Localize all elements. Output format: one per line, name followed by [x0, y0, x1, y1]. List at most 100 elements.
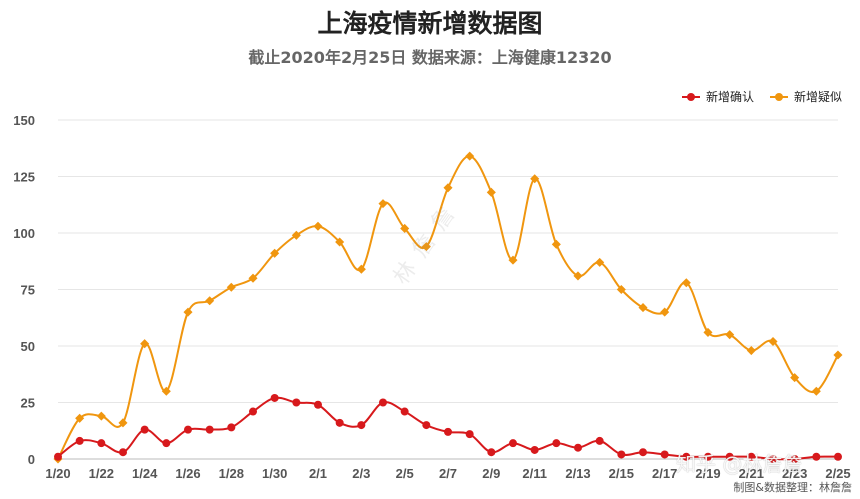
- point-suspected-2/1[interactable]: [313, 221, 323, 231]
- brand-watermark: 知乎 @林詹詹: [676, 452, 803, 476]
- point-confirmed-2/9[interactable]: [487, 448, 496, 457]
- x-tick-label: 2/15: [609, 466, 634, 481]
- point-confirmed-1/21[interactable]: [75, 436, 84, 445]
- y-tick-label: 100: [13, 226, 35, 241]
- point-suspected-2/19[interactable]: [703, 327, 713, 337]
- x-tick-label: 2/5: [396, 466, 414, 481]
- point-confirmed-1/23[interactable]: [119, 448, 127, 457]
- point-confirmed-2/14[interactable]: [595, 436, 604, 445]
- x-tick-label: 1/26: [175, 466, 200, 481]
- legend-swatch-suspected: [769, 92, 788, 102]
- x-tick-label: 2/3: [352, 466, 370, 481]
- grid-layer: [58, 119, 838, 460]
- x-tick-label: 2/21: [739, 466, 764, 481]
- x-tick-label: 1/22: [89, 466, 114, 481]
- point-confirmed-2/24[interactable]: [812, 452, 821, 461]
- point-confirmed-1/29[interactable]: [249, 407, 257, 416]
- point-confirmed-2/18[interactable]: [682, 452, 691, 461]
- point-confirmed-1/20[interactable]: [54, 452, 62, 461]
- point-suspected-2/21[interactable]: [746, 346, 756, 356]
- point-suspected-2/23[interactable]: [790, 373, 800, 383]
- point-suspected-2/12[interactable]: [551, 239, 561, 249]
- x-tick-label: 1/30: [262, 466, 287, 481]
- point-confirmed-2/11[interactable]: [530, 445, 539, 454]
- x-tick-label: 1/20: [45, 466, 70, 481]
- point-suspected-2/20[interactable]: [725, 330, 735, 340]
- x-tick-label: 2/13: [565, 466, 590, 481]
- point-suspected-1/21[interactable]: [75, 413, 85, 423]
- chart-subtitle: 截止2020年2月25日 数据来源：上海健康12320: [248, 48, 612, 67]
- legend-label-suspected: 新增疑似: [793, 90, 842, 104]
- point-confirmed-2/20[interactable]: [725, 452, 734, 461]
- axis-layer: 0 25 50 75 100 125 150 1/20 1/22 1/24 1/26 1/28 1/30…: [13, 113, 850, 481]
- legend-item-suspected[interactable]: 新增疑似: [769, 88, 842, 105]
- series-line-suspected: [57, 155, 839, 460]
- x-tick-label: 2/25: [825, 466, 850, 481]
- point-confirmed-2/21[interactable]: [747, 452, 756, 461]
- point-confirmed-2/16[interactable]: [639, 448, 647, 457]
- point-suspected-2/10[interactable]: [508, 255, 518, 265]
- point-confirmed-2/22[interactable]: [769, 455, 777, 463]
- point-suspected-2/25[interactable]: [833, 350, 843, 360]
- point-suspected-1/29[interactable]: [248, 273, 258, 283]
- point-confirmed-2/4[interactable]: [379, 398, 387, 407]
- point-suspected-1/26[interactable]: [183, 307, 193, 317]
- point-confirmed-2/15[interactable]: [617, 450, 626, 459]
- point-confirmed-1/28[interactable]: [227, 423, 236, 432]
- point-suspected-2/16[interactable]: [638, 303, 648, 313]
- point-confirmed-2/2[interactable]: [335, 418, 344, 427]
- legend-label-confirmed: 新增确认: [705, 90, 754, 104]
- point-suspected-1/31[interactable]: [291, 230, 301, 240]
- point-confirmed-2/8[interactable]: [465, 430, 474, 439]
- point-suspected-2/6[interactable]: [421, 242, 431, 252]
- point-suspected-2/8[interactable]: [465, 151, 475, 161]
- point-confirmed-2/19[interactable]: [704, 452, 712, 461]
- point-confirmed-2/23[interactable]: [790, 455, 799, 463]
- point-confirmed-2/1[interactable]: [314, 400, 322, 409]
- legend-item-confirmed[interactable]: 新增确认: [681, 88, 754, 105]
- point-confirmed-2/6[interactable]: [422, 421, 431, 430]
- point-confirmed-2/5[interactable]: [400, 407, 409, 416]
- point-confirmed-1/27[interactable]: [205, 425, 214, 434]
- credit-text: 制图&数据整理：林詹詹: [733, 481, 852, 494]
- y-tick-label: 50: [21, 339, 35, 354]
- point-confirmed-2/17[interactable]: [660, 450, 669, 459]
- y-tick-label: 125: [13, 170, 35, 185]
- point-suspected-2/3[interactable]: [356, 264, 366, 274]
- point-confirmed-1/22[interactable]: [97, 439, 106, 448]
- point-confirmed-1/26[interactable]: [184, 425, 192, 434]
- point-suspected-1/23[interactable]: [118, 418, 128, 428]
- point-suspected-1/28[interactable]: [226, 282, 236, 292]
- point-suspected-2/13[interactable]: [573, 271, 583, 281]
- point-confirmed-1/25[interactable]: [162, 439, 171, 448]
- point-confirmed-2/12[interactable]: [552, 439, 561, 448]
- legend-swatch-confirmed: [681, 92, 700, 102]
- legend: 新增确认 新增疑似: [681, 88, 842, 105]
- point-confirmed-2/13[interactable]: [574, 443, 582, 452]
- point-suspected-2/14[interactable]: [595, 257, 605, 267]
- y-tick-label: 150: [13, 113, 35, 128]
- x-tick-label: 2/7: [439, 466, 457, 481]
- point-suspected-1/22[interactable]: [96, 411, 106, 421]
- point-suspected-1/27[interactable]: [205, 296, 215, 306]
- point-suspected-2/22[interactable]: [768, 336, 778, 347]
- x-tick-label: 2/11: [522, 466, 547, 481]
- x-tick-label: 2/23: [782, 466, 807, 481]
- point-confirmed-1/30[interactable]: [270, 393, 279, 402]
- point-confirmed-1/24[interactable]: [140, 425, 149, 434]
- point-confirmed-2/25[interactable]: [834, 452, 842, 461]
- point-suspected-2/9[interactable]: [486, 187, 496, 197]
- point-suspected-1/30[interactable]: [270, 248, 280, 258]
- point-confirmed-2/7[interactable]: [444, 427, 452, 436]
- x-tick-label: 2/19: [695, 466, 720, 481]
- x-tick-label: 1/28: [219, 466, 244, 481]
- y-tick-label: 25: [21, 396, 35, 411]
- x-tick-label: 2/9: [482, 466, 500, 481]
- point-confirmed-2/10[interactable]: [509, 439, 517, 448]
- point-confirmed-2/3[interactable]: [357, 421, 366, 430]
- point-suspected-2/7[interactable]: [443, 183, 453, 193]
- point-confirmed-1/31[interactable]: [292, 398, 301, 407]
- y-tick-label: 75: [21, 283, 35, 298]
- point-suspected-2/4[interactable]: [378, 199, 388, 209]
